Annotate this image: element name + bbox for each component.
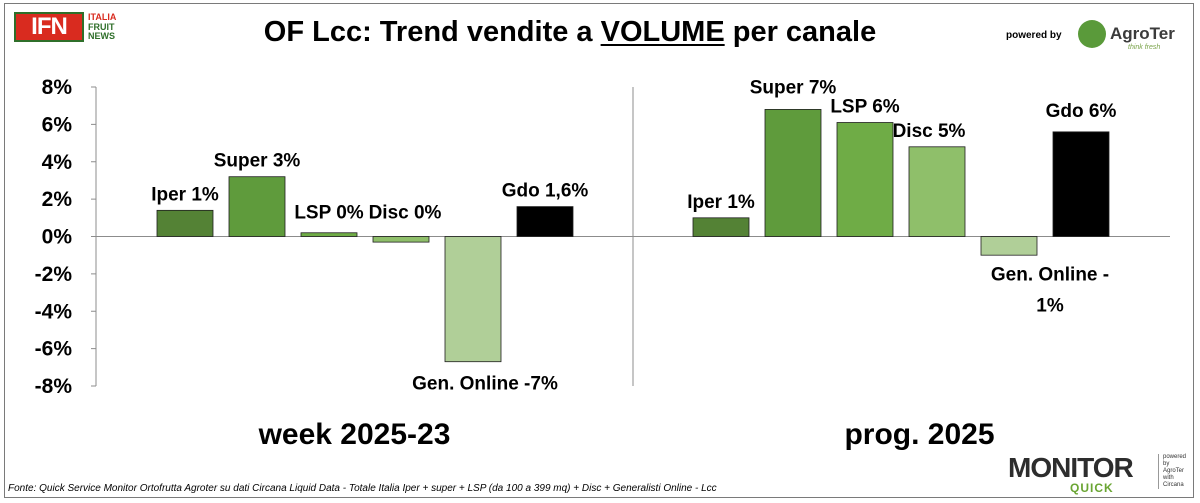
data-label-0-3: Disc 0% bbox=[369, 203, 442, 224]
bar-1-0 bbox=[692, 217, 750, 237]
monitor-side4: Circana bbox=[1163, 482, 1184, 488]
y-tick-label: 8% bbox=[42, 76, 73, 99]
data-label-1-4: Gen. Online - bbox=[991, 265, 1109, 286]
monitor-word: MONITOR bbox=[1008, 452, 1134, 483]
bar-1-5 bbox=[1052, 131, 1110, 237]
monitor-side2: AgroTer bbox=[1163, 468, 1185, 474]
bar-0-4 bbox=[444, 236, 502, 363]
footer-source: Fonte: Quick Service Monitor Ortofrutta … bbox=[8, 483, 717, 494]
bar-0-3 bbox=[372, 236, 430, 243]
monitor-side3: with bbox=[1163, 475, 1174, 481]
data-label-0-2: LSP 0% bbox=[294, 203, 363, 224]
data-label-1-4-extra: 1% bbox=[1036, 296, 1064, 317]
y-tick-label: 6% bbox=[42, 113, 73, 136]
y-tick-label: -2% bbox=[35, 263, 73, 286]
agroter-name: AgroTer bbox=[1110, 24, 1175, 43]
agroter-tagline: think fresh bbox=[1128, 44, 1161, 51]
data-label-1-3: Disc 5% bbox=[893, 121, 966, 142]
y-tick-label: -8% bbox=[35, 375, 73, 398]
agroter-logo: AgroTer think fresh bbox=[1078, 20, 1194, 54]
data-label-1-5: Gdo 6% bbox=[1046, 101, 1117, 122]
y-tick-label: 4% bbox=[42, 151, 73, 174]
y-tick-label: 0% bbox=[42, 226, 73, 249]
data-label-0-1: Super 3% bbox=[214, 151, 301, 172]
ifn-logo-line3: NEWS bbox=[88, 31, 115, 41]
data-label-1-0: Iper 1% bbox=[687, 192, 755, 213]
ifn-logo-line2: FRUIT bbox=[88, 21, 115, 32]
monitor-quick-logo: MONITOR QUICK powered by AgroTer with Ci… bbox=[1008, 452, 1188, 496]
bar-1-1 bbox=[764, 109, 822, 237]
agroter-tree-icon bbox=[1078, 20, 1106, 48]
data-label-1-2: LSP 6% bbox=[830, 97, 899, 118]
monitor-quick: QUICK bbox=[1070, 481, 1114, 495]
title-pre: OF Lcc: Trend vendite a bbox=[263, 16, 601, 48]
monitor-side1: powered by bbox=[1163, 454, 1187, 467]
group-label-0: week 2025-23 bbox=[258, 418, 451, 451]
data-label-1-1: Super 7% bbox=[750, 77, 837, 98]
monitor-side-text: powered by AgroTer with Circana bbox=[1158, 454, 1188, 489]
ifn-logo: IFN ITALIA FRUIT NEWS bbox=[14, 12, 144, 46]
ifn-logo-text: ITALIA FRUIT NEWS bbox=[88, 12, 117, 42]
y-tick-label: -6% bbox=[35, 338, 73, 361]
bar-0-1 bbox=[228, 176, 286, 237]
bar-1-2 bbox=[836, 122, 894, 237]
chart-frame bbox=[4, 3, 1194, 498]
title-post: per canale bbox=[724, 16, 877, 48]
title-underlined: VOLUME bbox=[600, 16, 725, 48]
ifn-logo-mark: IFN bbox=[14, 12, 84, 42]
data-label-0-4: Gen. Online -7% bbox=[412, 374, 558, 395]
bar-1-3 bbox=[908, 146, 966, 237]
bar-0-5 bbox=[516, 206, 574, 237]
data-label-0-0: Iper 1% bbox=[151, 184, 219, 205]
ifn-logo-line1: ITALIA bbox=[88, 12, 117, 22]
powered-by-label: powered by bbox=[1006, 30, 1062, 41]
bar-0-2 bbox=[300, 232, 358, 237]
y-tick-label: 2% bbox=[42, 188, 73, 211]
y-tick-label: -4% bbox=[35, 300, 73, 323]
bar-1-4 bbox=[980, 236, 1038, 256]
chart-title: OF Lcc: Trend vendite a VOLUME per canal… bbox=[150, 16, 990, 49]
bar-0-0 bbox=[156, 209, 214, 237]
data-label-0-5: Gdo 1,6% bbox=[502, 181, 589, 202]
group-label-1: prog. 2025 bbox=[844, 418, 994, 451]
